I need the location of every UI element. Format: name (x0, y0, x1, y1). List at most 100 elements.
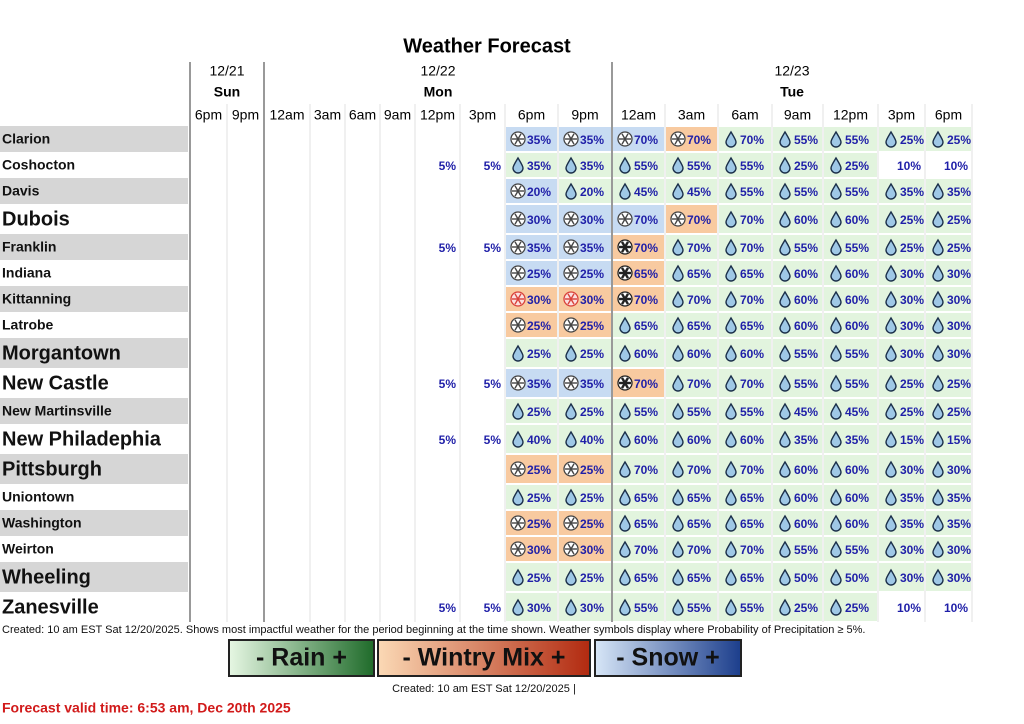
weather-icon (779, 344, 791, 362)
pop-value: 25% (794, 159, 818, 173)
rain-drop (672, 488, 684, 506)
pop-value: 35% (845, 433, 869, 447)
flake-spoke (514, 468, 519, 475)
weather-icon (830, 182, 842, 200)
weather-icon (725, 316, 737, 334)
rain-drop (779, 130, 791, 148)
legend-swatch (594, 639, 742, 677)
rain-drop (885, 182, 897, 200)
pop-value: 70% (740, 133, 764, 147)
weather-icon (830, 568, 842, 586)
flake-spoke (517, 543, 522, 550)
weather-icon (512, 156, 524, 174)
pop-value: 30% (900, 543, 924, 557)
legend-button[interactable]: - Rain + (228, 639, 375, 677)
time-label: 6am (349, 107, 376, 123)
weather-icon (725, 290, 737, 308)
city-label: Dubois (2, 208, 70, 230)
rain-drop (885, 264, 897, 282)
pop-value: 30% (900, 267, 924, 281)
flake-spoke (517, 298, 522, 305)
pop-value: 55% (634, 159, 658, 173)
pop-value: 55% (845, 185, 869, 199)
weather-icon (510, 239, 526, 255)
weather-icon (672, 598, 684, 616)
pop-value: 60% (740, 347, 764, 361)
weather-icon (510, 515, 526, 531)
rain-drop (619, 598, 631, 616)
flake-spoke (517, 185, 522, 192)
time-label: 9am (384, 107, 411, 123)
time-label: 9pm (571, 107, 598, 123)
rain-drop (565, 430, 577, 448)
flake-spoke (567, 517, 572, 524)
pop-value: 25% (527, 267, 551, 281)
pop-value: 60% (634, 433, 658, 447)
legend-button[interactable]: - Snow + (594, 639, 742, 677)
pop-value: 55% (794, 133, 818, 147)
weather-icon (512, 430, 524, 448)
pop-value: 25% (527, 463, 551, 477)
weather-icon (885, 264, 897, 282)
flake-spoke (624, 218, 629, 225)
flake-spoke (517, 272, 522, 279)
rain-drop (725, 460, 737, 478)
rain-drop (672, 430, 684, 448)
pop-value: 30% (947, 319, 971, 333)
rain-drop (932, 568, 944, 586)
flake-spoke (623, 293, 630, 300)
weather-icon (830, 430, 842, 448)
flake-spoke (514, 293, 519, 300)
pop-value: 70% (634, 377, 658, 391)
pop-value: 35% (947, 491, 971, 505)
weather-icon (617, 291, 633, 307)
weather-icon (510, 317, 526, 333)
rain-drop (672, 182, 684, 200)
pop-value: 25% (947, 213, 971, 227)
legend-button[interactable]: - Wintry Mix + (377, 639, 591, 677)
pop-value: 25% (947, 133, 971, 147)
weather-icon (932, 290, 944, 308)
weather-icon (885, 130, 897, 148)
weather-icon (932, 402, 944, 420)
weather-icon (510, 131, 526, 147)
rain-drop (619, 514, 631, 532)
flake-spoke (514, 213, 519, 220)
flake-spoke (514, 267, 519, 274)
rain-drop (885, 290, 897, 308)
flake-spoke (567, 324, 572, 331)
rain-drop (565, 156, 577, 174)
rain-drop (885, 488, 897, 506)
rain-drop (885, 430, 897, 448)
flake-spoke (621, 133, 626, 140)
pop-value: 5% (439, 433, 457, 447)
flake-spoke (517, 246, 522, 253)
flake-spoke (570, 246, 575, 253)
flake-spoke (624, 133, 629, 140)
flake-spoke (570, 218, 575, 225)
weather-icon (885, 488, 897, 506)
time-label: 12pm (420, 107, 455, 123)
pop-value: 5% (484, 159, 502, 173)
weather-icon (617, 265, 633, 281)
rain-drop (672, 598, 684, 616)
weather-icon (619, 156, 631, 174)
rain-drop (779, 540, 791, 558)
flake-spoke (570, 298, 575, 305)
flake-spoke (514, 548, 519, 555)
flake-spoke (514, 319, 519, 326)
weather-icon (779, 488, 791, 506)
weather-icon (619, 598, 631, 616)
pop-value: 25% (580, 319, 604, 333)
weather-icon (725, 264, 737, 282)
pop-value: 70% (634, 293, 658, 307)
weather-icon (725, 568, 737, 586)
flake-spoke (567, 377, 572, 384)
row-label-bg (0, 286, 188, 312)
flake-spoke (517, 138, 522, 145)
weather-icon (725, 210, 737, 228)
pop-value: 60% (794, 213, 818, 227)
weather-icon (779, 182, 791, 200)
weather-icon (830, 290, 842, 308)
rain-drop (830, 182, 842, 200)
